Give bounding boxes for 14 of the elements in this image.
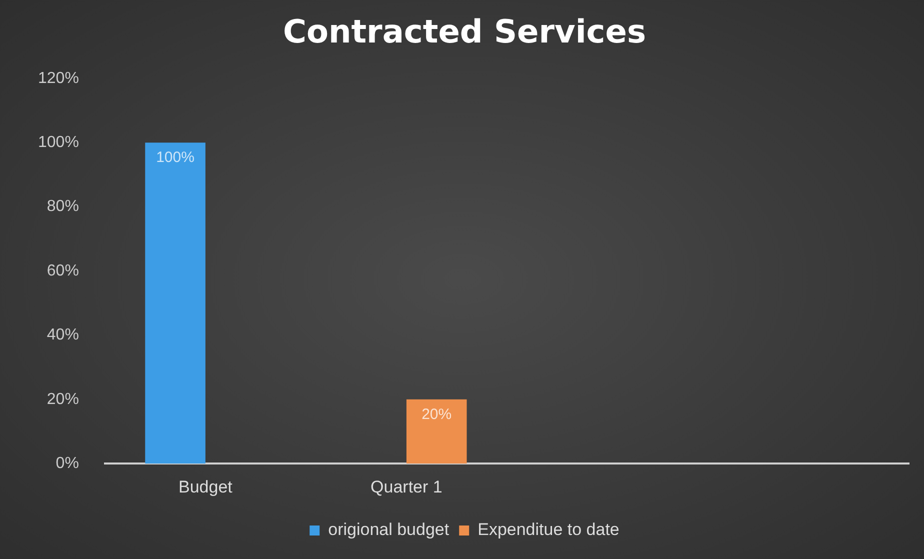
x-tick-label: Quarter 1 [370, 477, 442, 496]
x-tick-label: Budget [178, 477, 233, 496]
y-tick-label: 40% [46, 326, 79, 344]
y-tick-label: 0% [56, 455, 79, 472]
data-label: 100% [156, 149, 194, 166]
y-tick-label: 80% [46, 198, 79, 216]
y-tick-label: 60% [46, 262, 79, 280]
y-tick-label: 120% [38, 70, 79, 87]
legend-label: Expenditue to date [478, 520, 620, 540]
data-label: 20% [422, 406, 452, 424]
legend-label: origional budget [328, 520, 450, 540]
y-tick-label: 20% [46, 390, 79, 408]
chart-title: Contracted Services [282, 12, 646, 51]
y-tick-label: 100% [38, 134, 79, 152]
